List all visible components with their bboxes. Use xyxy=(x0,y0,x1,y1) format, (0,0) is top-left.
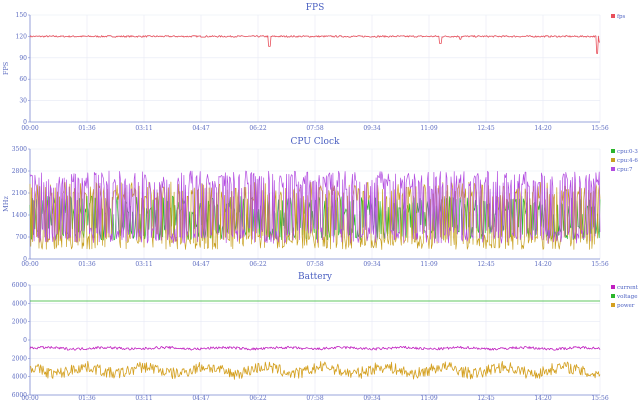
chart-title: FPS xyxy=(306,3,324,13)
y-tick-label: 2800 xyxy=(12,168,27,175)
y-tick-label: 60 xyxy=(19,76,27,83)
x-tick-label: 11:09 xyxy=(420,261,437,268)
x-tick-label: 15:56 xyxy=(591,261,608,268)
y-tick-label: 30 xyxy=(19,98,27,105)
series-line-power xyxy=(29,360,601,380)
legend-swatch xyxy=(611,14,615,18)
x-tick-label: 01:36 xyxy=(78,261,95,268)
x-tick-label: 03:11 xyxy=(135,125,152,132)
y-tick-label: 4000 xyxy=(12,300,27,307)
y-tick-label: 90 xyxy=(19,55,27,62)
x-tick-label: 01:36 xyxy=(78,395,95,402)
x-tick-label: 09:34 xyxy=(363,125,380,132)
legend-swatch xyxy=(611,303,615,307)
y-tick-label: 2100 xyxy=(12,190,27,197)
x-tick-label: 14:20 xyxy=(534,261,551,268)
y-tick-label: 4000 xyxy=(12,374,27,381)
y-tick-label: 700 xyxy=(16,234,28,241)
legend-label: cpu:7 xyxy=(617,167,633,173)
y-tick-label: 3500 xyxy=(12,146,27,153)
x-tick-label: 04:47 xyxy=(192,261,209,268)
legend-swatch xyxy=(611,294,615,298)
y-tick-label: 0 xyxy=(23,119,27,126)
y-tick-label: 6000 xyxy=(12,282,27,289)
x-tick-label: 09:34 xyxy=(363,395,380,402)
chart-title: Battery xyxy=(298,272,333,282)
x-tick-label: 11:09 xyxy=(420,125,437,132)
x-tick-label: 04:47 xyxy=(192,395,209,402)
series-line-fps xyxy=(29,35,600,54)
x-tick-label: 00:00 xyxy=(21,125,38,132)
y-tick-label: 1400 xyxy=(12,212,27,219)
y-tick-label: 120 xyxy=(16,33,28,40)
x-tick-label: 12:45 xyxy=(477,395,494,402)
legend-label: fps xyxy=(617,14,626,20)
legend-label: cpu:4-6 xyxy=(617,158,638,164)
x-tick-label: 06:22 xyxy=(249,261,266,268)
x-tick-label: 04:47 xyxy=(192,125,209,132)
x-tick-label: 03:11 xyxy=(135,395,152,402)
x-tick-label: 03:11 xyxy=(135,261,152,268)
y-axis-label: FPS xyxy=(2,62,10,75)
y-tick-label: 6000 xyxy=(12,392,27,399)
x-tick-label: 07:58 xyxy=(306,261,323,268)
x-tick-label: 12:45 xyxy=(477,125,494,132)
legend-label: cpu:0-3 xyxy=(617,149,638,155)
legend-swatch xyxy=(611,149,615,153)
legend-label: voltage xyxy=(616,294,637,300)
series-line-current xyxy=(29,345,601,351)
x-tick-label: 07:58 xyxy=(306,395,323,402)
x-tick-label: 01:36 xyxy=(78,125,95,132)
series-line-cpu-4-6 xyxy=(29,181,601,250)
chart-title: CPU Clock xyxy=(291,137,340,147)
x-tick-label: 12:45 xyxy=(477,261,494,268)
x-tick-label: 14:20 xyxy=(534,125,551,132)
y-tick-label: 2000 xyxy=(12,355,27,362)
legend-label: current xyxy=(617,285,639,291)
x-tick-label: 09:34 xyxy=(363,261,380,268)
x-tick-label: 11:09 xyxy=(420,395,437,402)
y-tick-label: 0 xyxy=(23,256,27,263)
fps-chart: FPS 0 30 60 90 120 150 00:00 01:36 03:11 04:47 06:2… xyxy=(2,3,626,132)
x-tick-label: 14:20 xyxy=(534,395,551,402)
x-tick-label: 06:22 xyxy=(249,125,266,132)
series-line-cpu-7 xyxy=(29,170,601,244)
y-tick-label: 150 xyxy=(16,12,28,19)
legend-swatch xyxy=(611,285,615,289)
legend-swatch xyxy=(611,167,615,171)
y-tick-label: 2000 xyxy=(12,319,27,326)
legend-swatch xyxy=(611,158,615,162)
x-tick-label: 00:00 xyxy=(21,395,38,402)
x-tick-label: 15:56 xyxy=(591,395,608,402)
x-tick-label: 07:58 xyxy=(306,125,323,132)
y-tick-label: 0 xyxy=(23,337,27,344)
x-tick-label: 06:22 xyxy=(249,395,266,402)
legend-label: power xyxy=(617,303,635,309)
x-tick-label: 00:00 xyxy=(21,261,38,268)
y-axis-label: MHz xyxy=(2,196,10,212)
x-tick-label: 15:56 xyxy=(591,125,608,132)
cpu-clock-chart: CPU Clock 0 700 1400 2100 2800 3500 00:00 01:36 0… xyxy=(2,137,638,268)
